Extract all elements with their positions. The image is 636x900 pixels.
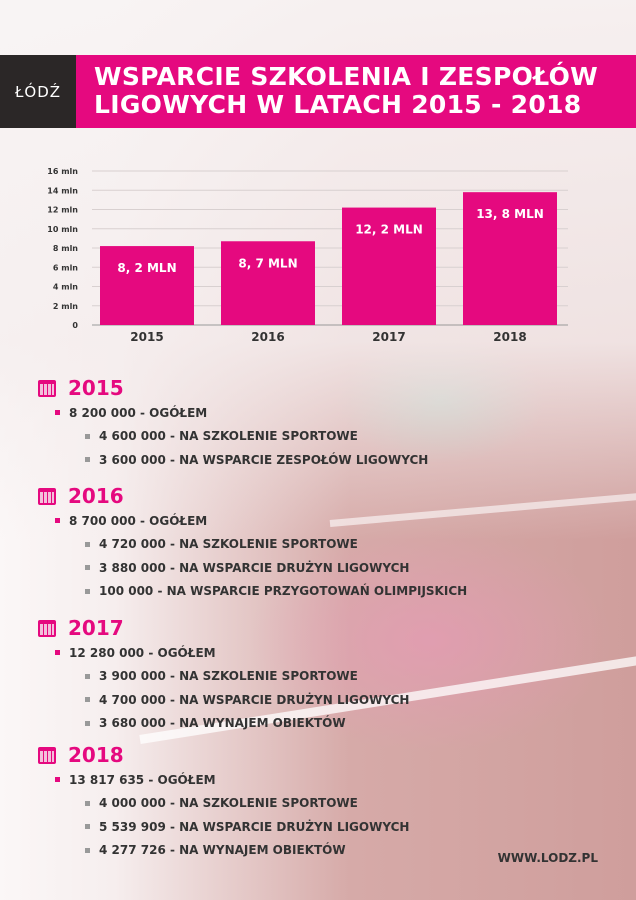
calendar-icon: [38, 487, 56, 505]
bullet-icon: [85, 588, 90, 594]
total-row: 13 817 635 - OGÓŁEM: [38, 768, 409, 792]
total-row: 8 700 000 - OGÓŁEM: [38, 509, 467, 533]
total-text: 8 700 000 - OGÓŁEM: [69, 513, 208, 528]
bullet-icon: [55, 410, 60, 416]
bullet-icon: [85, 673, 90, 679]
y-tick-label: 10 mln: [47, 225, 78, 234]
item-text: 4 277 726 - NA WYNAJEM OBIEKTÓW: [99, 843, 346, 858]
list-item: 3 600 000 - NA WSPARCIE ZESPOŁÓW LIGOWYC…: [38, 448, 428, 472]
y-tick-label: 16 mln: [47, 167, 78, 176]
y-tick-label: 12 mln: [47, 206, 78, 215]
year-section-2016: 2016 8 700 000 - OGÓŁEM 4 720 000 - NA SZK…: [38, 483, 467, 603]
data-label: 8, 7 MLN: [238, 256, 297, 270]
y-tick-label: 4 mln: [53, 283, 78, 292]
total-row: 8 200 000 - OGÓŁEM: [38, 401, 428, 425]
title-line-1: WSPARCIE SZKOLENIA I ZESPOŁÓW: [94, 62, 599, 91]
bullet-icon: [55, 518, 60, 524]
year-heading: 2018: [38, 742, 409, 768]
year-label: 2017: [68, 616, 124, 640]
lodz-logo: ŁÓDŹ: [0, 55, 76, 128]
data-label: 8, 2 MLN: [117, 261, 176, 275]
page-title: WSPARCIE SZKOLENIA I ZESPOŁÓW LIGOWYCH W…: [94, 63, 598, 119]
item-text: 4 700 000 - NA WSPARCIE DRUŻYN LIGOWYCH: [99, 692, 410, 707]
list-item: 4 720 000 - NA SZKOLENIE SPORTOWE: [38, 533, 467, 557]
year-label: 2016: [68, 484, 124, 508]
bullet-icon: [85, 433, 90, 439]
y-tick-label: 8 mln: [53, 244, 78, 253]
bullet-icon: [85, 720, 90, 726]
bullet-icon: [85, 457, 90, 463]
data-label: 13, 8 MLN: [476, 207, 544, 221]
header-banner: ŁÓDŹ WSPARCIE SZKOLENIA I ZESPOŁÓW LIGOW…: [0, 55, 636, 128]
list-item: 3 880 000 - NA WSPARCIE DRUŻYN LIGOWYCH: [38, 556, 467, 580]
bullet-icon: [85, 824, 90, 830]
total-text: 12 280 000 - OGÓŁEM: [69, 645, 216, 660]
list-item: 5 539 909 - NA WSPARCIE DRUŻYN LIGOWYCH: [38, 815, 409, 839]
data-label: 12, 2 MLN: [355, 223, 423, 237]
bullet-icon: [55, 777, 60, 783]
bar-2015: [100, 246, 194, 325]
list-item: 4 700 000 - NA WSPARCIE DRUŻYN LIGOWYCH: [38, 688, 409, 712]
bullet-icon: [85, 800, 90, 806]
y-tick-label: 2 mln: [53, 302, 78, 311]
bullet-icon: [85, 541, 90, 547]
website-url: WWW.LODZ.PL: [497, 851, 598, 865]
year-section-2018: 2018 13 817 635 - OGÓŁEM 4 000 000 - NA SZ…: [38, 742, 409, 862]
total-text: 13 817 635 - OGÓŁEM: [69, 772, 216, 787]
bar-chart: 0 2 mln 4 mln 6 mln 8 mln 10 mln 12 mln 14 mln 1…: [47, 167, 568, 344]
item-text: 3 880 000 - NA WSPARCIE DRUŻYN LIGOWYCH: [99, 560, 410, 575]
item-text: 4 000 000 - NA SZKOLENIE SPORTOWE: [99, 796, 358, 811]
bar-2017: [342, 207, 436, 325]
calendar-icon: [38, 379, 56, 397]
year-label: 2018: [68, 743, 124, 767]
calendar-icon: [38, 746, 56, 764]
bar-2018: [463, 192, 557, 325]
year-section-2015: 2015 8 200 000 - OGÓŁEM 4 600 000 - NA SZK…: [38, 375, 428, 472]
item-text: 5 539 909 - NA WSPARCIE DRUŻYN LIGOWYCH: [99, 819, 410, 834]
list-item: 100 000 - NA WSPARCIE PRZYGOTOWAŃ OLIMPI…: [38, 580, 467, 604]
year-heading: 2015: [38, 375, 428, 401]
x-tick-label: 2016: [251, 330, 284, 344]
x-tick-label: 2015: [130, 330, 163, 344]
calendar-icon: [38, 619, 56, 637]
bullet-icon: [85, 565, 90, 571]
list-item: 3 900 000 - NA SZKOLENIE SPORTOWE: [38, 665, 409, 689]
year-section-2017: 2017 12 280 000 - OGÓŁEM 3 900 000 - NA SZ…: [38, 615, 409, 735]
x-tick-label: 2018: [493, 330, 526, 344]
total-text: 8 200 000 - OGÓŁEM: [69, 405, 208, 420]
y-tick-label: 6 mln: [53, 263, 78, 272]
year-heading: 2017: [38, 615, 409, 641]
bullet-icon: [85, 847, 90, 853]
y-tick-label: 14 mln: [47, 186, 78, 195]
bar-2016: [221, 241, 315, 325]
year-label: 2015: [68, 376, 124, 400]
list-item: 3 680 000 - NA WYNAJEM OBIEKTÓW: [38, 712, 409, 736]
item-text: 100 000 - NA WSPARCIE PRZYGOTOWAŃ OLIMPI…: [99, 584, 468, 599]
list-item: 4 277 726 - NA WYNAJEM OBIEKTÓW: [38, 839, 409, 863]
item-text: 3 900 000 - NA SZKOLENIE SPORTOWE: [99, 669, 358, 684]
item-text: 4 600 000 - NA SZKOLENIE SPORTOWE: [99, 429, 358, 444]
bullet-icon: [85, 697, 90, 703]
bullet-icon: [55, 650, 60, 656]
year-heading: 2016: [38, 483, 467, 509]
y-tick-label: 0: [72, 321, 78, 330]
list-item: 4 600 000 - NA SZKOLENIE SPORTOWE: [38, 425, 428, 449]
total-row: 12 280 000 - OGÓŁEM: [38, 641, 409, 665]
item-text: 3 600 000 - NA WSPARCIE ZESPOŁÓW LIGOWYC…: [99, 452, 429, 467]
x-tick-label: 2017: [372, 330, 405, 344]
title-line-2: LIGOWYCH W LATACH 2015 - 2018: [94, 90, 582, 119]
list-item: 4 000 000 - NA SZKOLENIE SPORTOWE: [38, 792, 409, 816]
item-text: 4 720 000 - NA SZKOLENIE SPORTOWE: [99, 537, 358, 552]
item-text: 3 680 000 - NA WYNAJEM OBIEKTÓW: [99, 716, 346, 731]
